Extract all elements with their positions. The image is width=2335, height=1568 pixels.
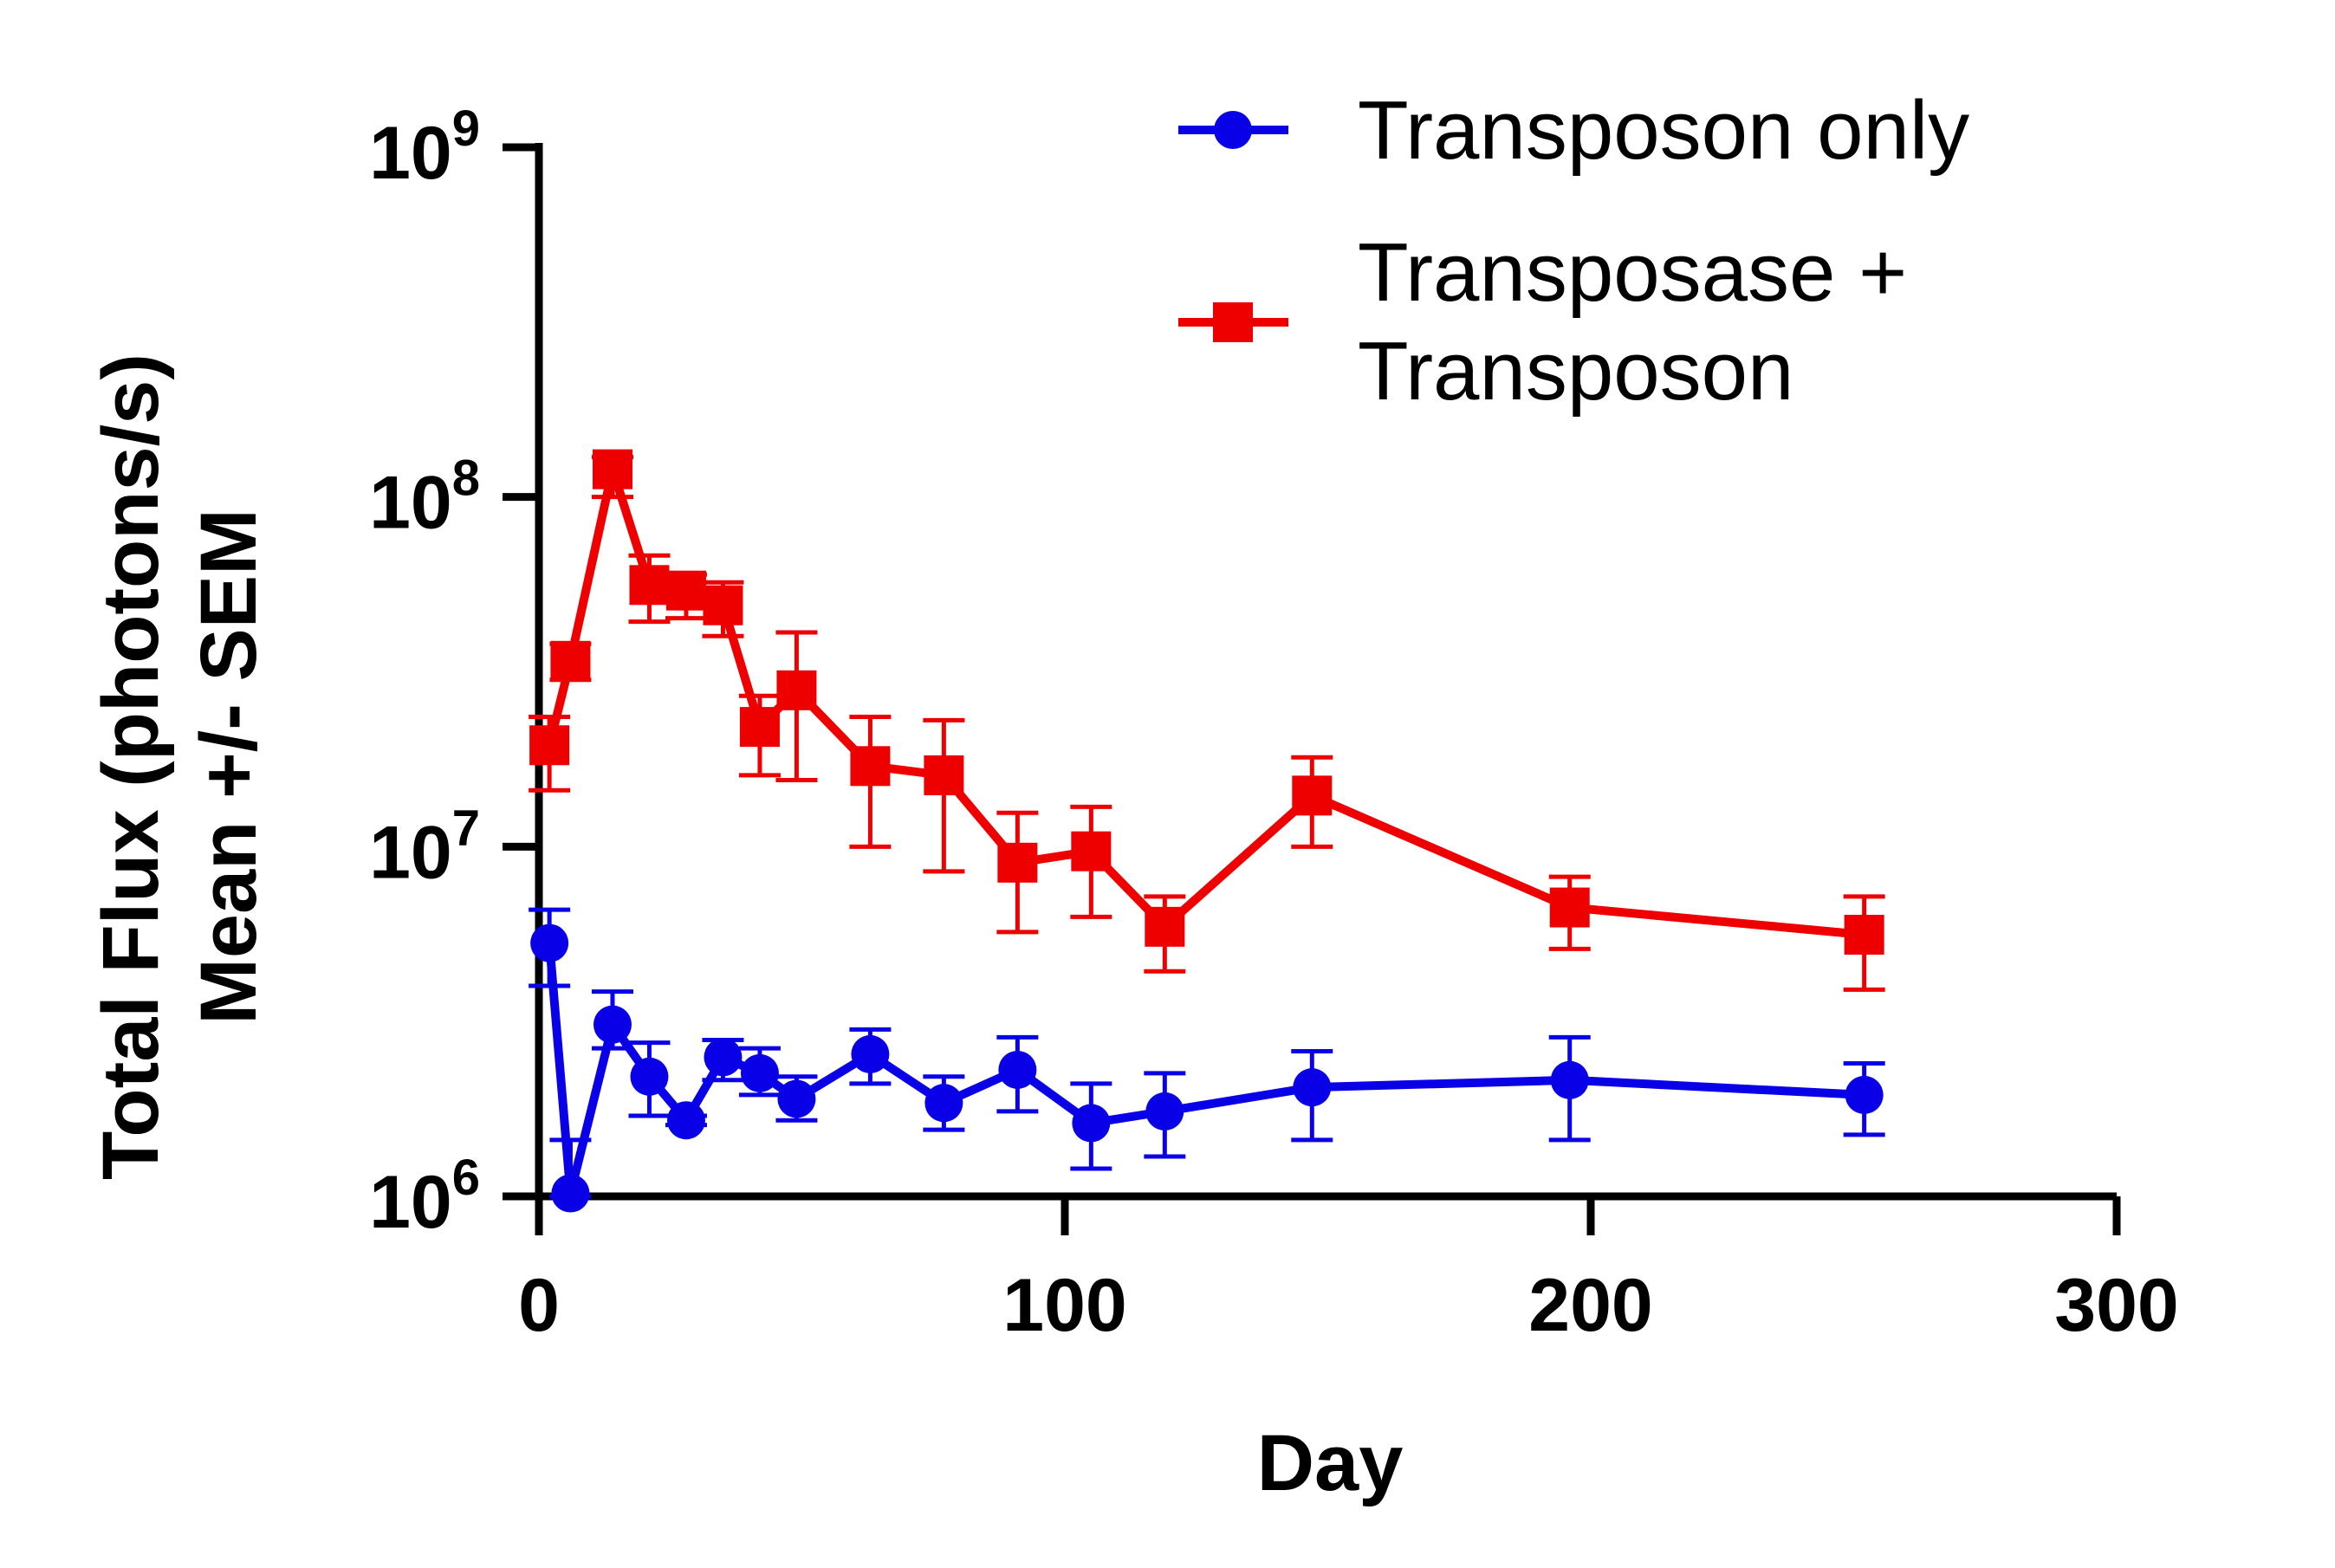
data-point	[851, 1034, 890, 1073]
y-tick-label-base: 10	[369, 811, 452, 894]
data-point	[924, 755, 964, 795]
data-point	[630, 1057, 669, 1096]
data-point	[777, 1079, 816, 1118]
legend-marker-circle	[1214, 111, 1252, 149]
data-point	[1072, 1104, 1111, 1143]
y-axis-title-line-2: Mean +/- SEM	[185, 509, 273, 1025]
legend-label-transposase-line-1: Transposase +	[1358, 226, 1907, 319]
series-line	[545, 464, 1865, 939]
x-tick-label: 100	[1002, 1264, 1127, 1347]
y-tick-label-exponent: 9	[452, 100, 480, 157]
data-point	[998, 1050, 1037, 1089]
series-line	[545, 943, 1865, 1198]
x-axis-title: Day	[1257, 1419, 1404, 1507]
data-point	[739, 707, 780, 748]
x-tick-label: 0	[518, 1264, 560, 1347]
data-point	[740, 1053, 779, 1092]
data-point	[1845, 1075, 1884, 1114]
axes	[535, 143, 2117, 1201]
y-tick-label-base: 10	[369, 1161, 452, 1244]
y-tick-label-base: 10	[369, 462, 452, 545]
data-point	[997, 842, 1038, 883]
data-point	[1145, 1092, 1184, 1131]
y-tick-label-exponent: 8	[452, 450, 480, 507]
data-point	[1550, 1060, 1589, 1099]
data-point	[665, 570, 706, 611]
y-tick-label-base: 10	[369, 112, 452, 195]
y-axis-title-line-1: Total Flux (photons/s)	[87, 353, 175, 1180]
data-point	[629, 565, 670, 606]
series-layer	[529, 449, 1885, 1213]
data-point	[1071, 831, 1112, 871]
data-point	[924, 1084, 963, 1123]
data-point	[704, 1038, 743, 1077]
data-point	[666, 1101, 705, 1140]
data-point	[1292, 775, 1333, 816]
x-tick-label: 200	[1528, 1264, 1653, 1347]
x-tick-label: 300	[2054, 1264, 2179, 1347]
data-point	[1293, 1068, 1332, 1107]
legend: Transposon only Transposase + Transposon	[1178, 84, 1969, 418]
legend-label-transposon-only: Transposon only	[1358, 84, 1969, 177]
data-point	[1844, 914, 1884, 955]
data-point	[1549, 887, 1590, 928]
data-point	[530, 923, 569, 962]
data-point	[593, 1005, 632, 1044]
y-tick-label: 107	[369, 800, 480, 894]
data-point	[529, 725, 570, 766]
series-transposon-only	[529, 907, 1885, 1213]
series-transposase-transposon	[529, 449, 1885, 992]
data-point	[551, 1174, 590, 1213]
data-point	[550, 640, 591, 681]
data-point	[1145, 906, 1185, 947]
y-tick-label: 109	[369, 100, 480, 195]
legend-label-transposase-line-2: Transposon	[1358, 325, 1793, 418]
y-tick-label-exponent: 6	[452, 1150, 480, 1206]
y-tick-label: 108	[369, 450, 480, 545]
data-point	[776, 670, 817, 710]
legend-item-transposon-only: Transposon only	[1178, 84, 1969, 177]
x-ticks: 0 100 200 300	[518, 1196, 2179, 1347]
legend-item-transposase-transposon: Transposase + Transposon	[1178, 226, 1907, 418]
legend-marker-square	[1213, 302, 1253, 342]
y-tick-label-exponent: 7	[452, 800, 480, 856]
data-point	[703, 585, 743, 625]
data-point	[592, 449, 632, 489]
y-axis-title: Total Flux (photons/s) Mean +/- SEM	[87, 353, 273, 1180]
y-tick-label: 106	[369, 1150, 480, 1244]
data-point	[850, 746, 891, 787]
